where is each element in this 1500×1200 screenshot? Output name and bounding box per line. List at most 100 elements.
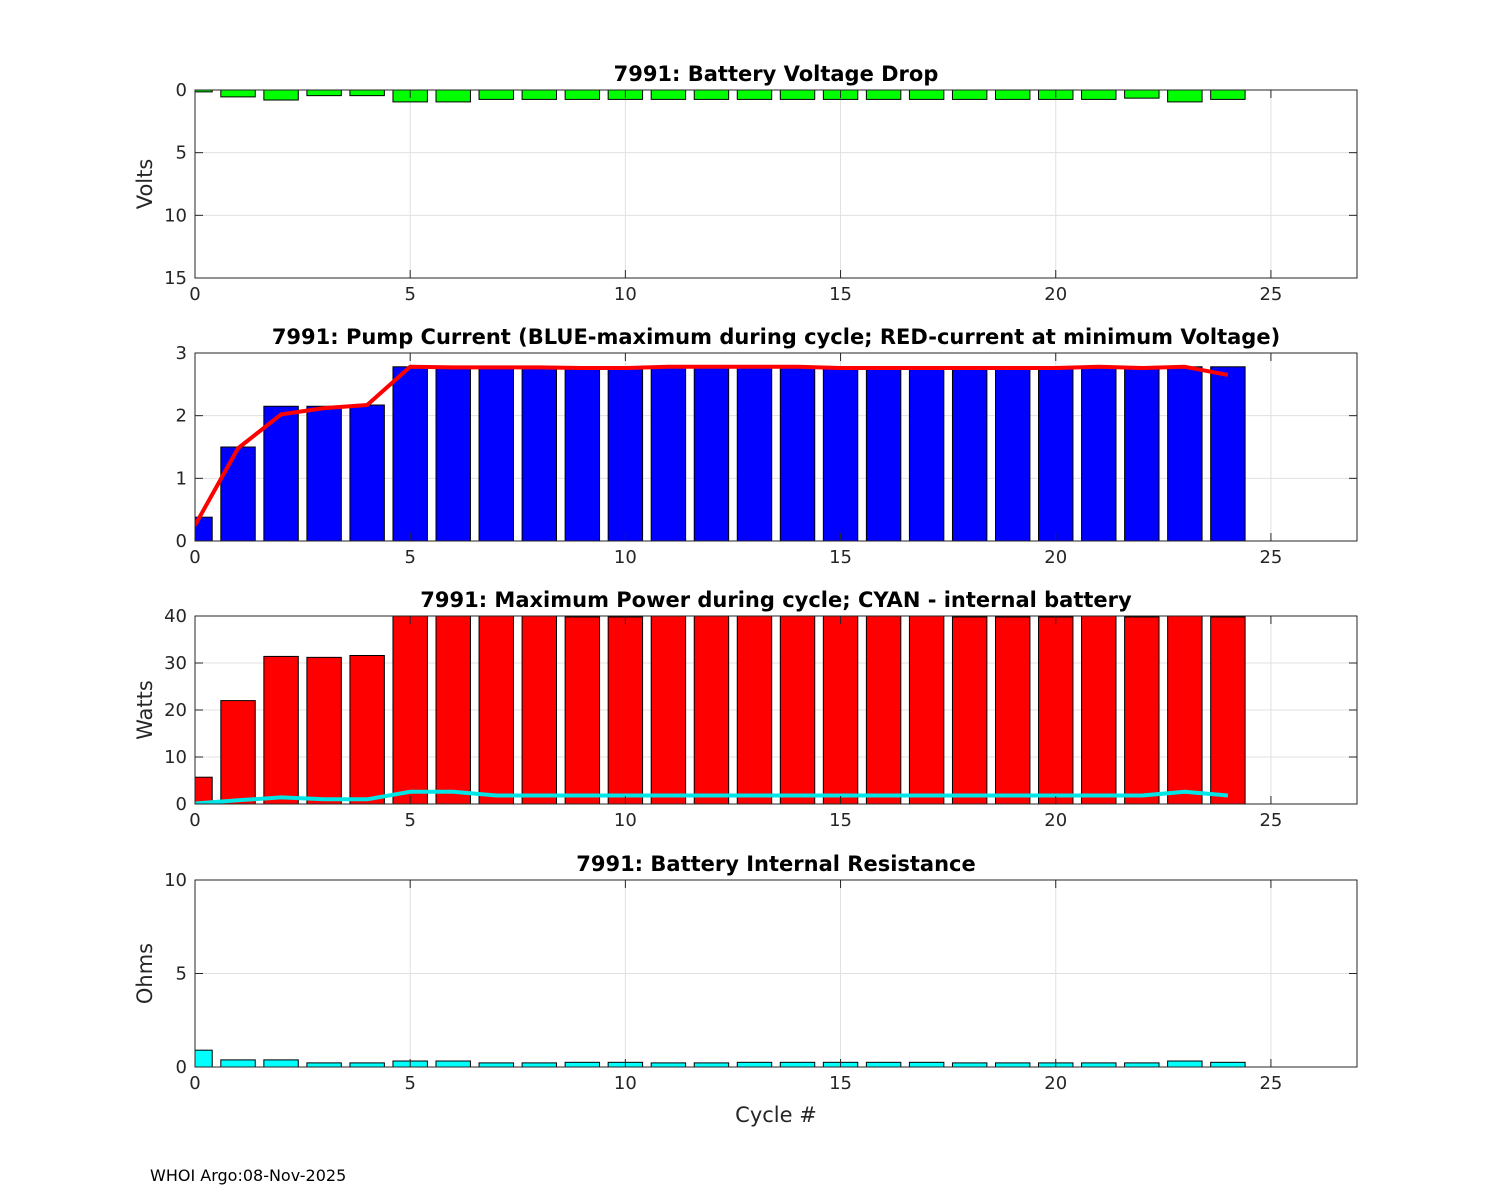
bar xyxy=(521,616,558,804)
bar xyxy=(1124,1062,1160,1067)
bar xyxy=(263,405,299,541)
bar xyxy=(478,366,514,541)
bar xyxy=(220,700,256,804)
footer-credit: WHOI Argo:08-Nov-2025 xyxy=(150,1166,347,1185)
bar xyxy=(435,1060,471,1067)
bar xyxy=(607,616,644,804)
tick-label-x: 25 xyxy=(1259,810,1282,831)
bar xyxy=(478,1062,514,1067)
bar xyxy=(865,1061,902,1067)
tick-label-x: 5 xyxy=(404,547,415,568)
tick-label-x: 25 xyxy=(1259,1073,1282,1094)
tick-label-x: 15 xyxy=(829,547,852,568)
bar xyxy=(865,366,902,541)
bar xyxy=(564,366,601,541)
chart-panel-1: 0 5 10 15 20 25 0 5 10 15 7991: Battery Voltage Dr… xyxy=(133,62,1358,305)
tick-label-y: 20 xyxy=(164,700,187,721)
tick-label-x: 20 xyxy=(1044,810,1067,831)
bar xyxy=(1210,616,1246,804)
bar xyxy=(478,90,514,100)
plot-marks xyxy=(195,616,1246,804)
chart-panel-2: 0 5 10 15 20 25 0 1 2 3 7991: Pump Current (BLUE-m… xyxy=(176,325,1358,568)
tick-label-y: 5 xyxy=(176,143,187,164)
bar xyxy=(650,616,687,804)
bar xyxy=(1210,1061,1246,1067)
tick-label-x: 10 xyxy=(614,284,637,305)
tick-label-y: 0 xyxy=(176,1057,187,1078)
bar xyxy=(779,616,816,804)
bar xyxy=(994,616,1031,804)
bar xyxy=(736,616,773,804)
tick-label-y: 3 xyxy=(176,343,187,364)
bar xyxy=(564,90,601,100)
tick-label-x: 5 xyxy=(404,1073,415,1094)
tick-label-x: 15 xyxy=(829,284,852,305)
bar xyxy=(779,366,816,541)
bar xyxy=(650,1062,687,1067)
bar xyxy=(779,90,816,100)
bar xyxy=(1081,366,1117,541)
bar xyxy=(693,366,730,541)
tick-label-x: 20 xyxy=(1044,1073,1067,1094)
tick-label-y: 2 xyxy=(176,406,187,427)
series-line xyxy=(195,364,1229,527)
bar xyxy=(263,90,299,101)
y-axis-label: Ohms xyxy=(133,943,157,1004)
bar xyxy=(1167,1060,1203,1067)
bar xyxy=(908,90,945,100)
bar xyxy=(564,616,601,804)
bar xyxy=(1167,366,1203,541)
tick-label-x: 10 xyxy=(614,547,637,568)
bar xyxy=(521,1062,558,1067)
tick-label-x: 0 xyxy=(189,284,200,305)
bar xyxy=(564,1061,601,1067)
tick-label-y: 15 xyxy=(164,268,187,289)
bar xyxy=(478,616,514,804)
tick-label-x: 5 xyxy=(404,284,415,305)
tick-label-x: 25 xyxy=(1259,284,1282,305)
bar xyxy=(1038,366,1074,541)
bar xyxy=(220,1059,256,1067)
tick-label-x: 15 xyxy=(829,810,852,831)
tick-label-y: 1 xyxy=(176,468,187,489)
bar xyxy=(521,366,558,541)
bar xyxy=(951,616,988,804)
bar xyxy=(1124,90,1160,99)
tick-label-x: 25 xyxy=(1259,547,1282,568)
bar xyxy=(349,90,385,97)
bar xyxy=(306,1062,342,1067)
axes-box xyxy=(194,352,1358,542)
bar xyxy=(951,90,988,100)
bar xyxy=(1081,616,1117,804)
tick-label-x: 0 xyxy=(189,547,200,568)
bar xyxy=(435,366,471,541)
bar xyxy=(521,90,558,100)
bar xyxy=(865,616,902,804)
tick-label-y: 10 xyxy=(164,870,187,891)
bar xyxy=(306,90,342,97)
tick-label-y: 0 xyxy=(176,531,187,552)
chart-panel-3: 0 5 10 15 20 25 0 10 20 30 40 7991: Maximum Power d… xyxy=(133,588,1358,831)
tick-label-x: 10 xyxy=(614,810,637,831)
bar xyxy=(306,405,342,541)
tick-label-y: 0 xyxy=(176,794,187,815)
bar xyxy=(1038,616,1074,804)
tick-label-x: 0 xyxy=(189,1073,200,1094)
bar xyxy=(349,1062,385,1067)
bar xyxy=(693,1062,730,1067)
bar xyxy=(736,366,773,541)
bar xyxy=(263,655,299,804)
bar xyxy=(693,90,730,100)
bar xyxy=(994,366,1031,541)
chart-panel-4: 0 5 10 15 20 25 0 5 10 7991: Battery Internal Res… xyxy=(133,852,1358,1127)
bar xyxy=(650,366,687,541)
bar xyxy=(607,366,644,541)
bar xyxy=(1210,366,1246,541)
bar xyxy=(908,616,945,804)
tick-label-y: 40 xyxy=(164,606,187,627)
bar xyxy=(908,366,945,541)
chart-title: 7991: Pump Current (BLUE-maximum during … xyxy=(272,325,1280,349)
bar xyxy=(994,90,1031,100)
bar xyxy=(220,446,256,541)
chart-title: 7991: Battery Internal Resistance xyxy=(576,852,976,876)
